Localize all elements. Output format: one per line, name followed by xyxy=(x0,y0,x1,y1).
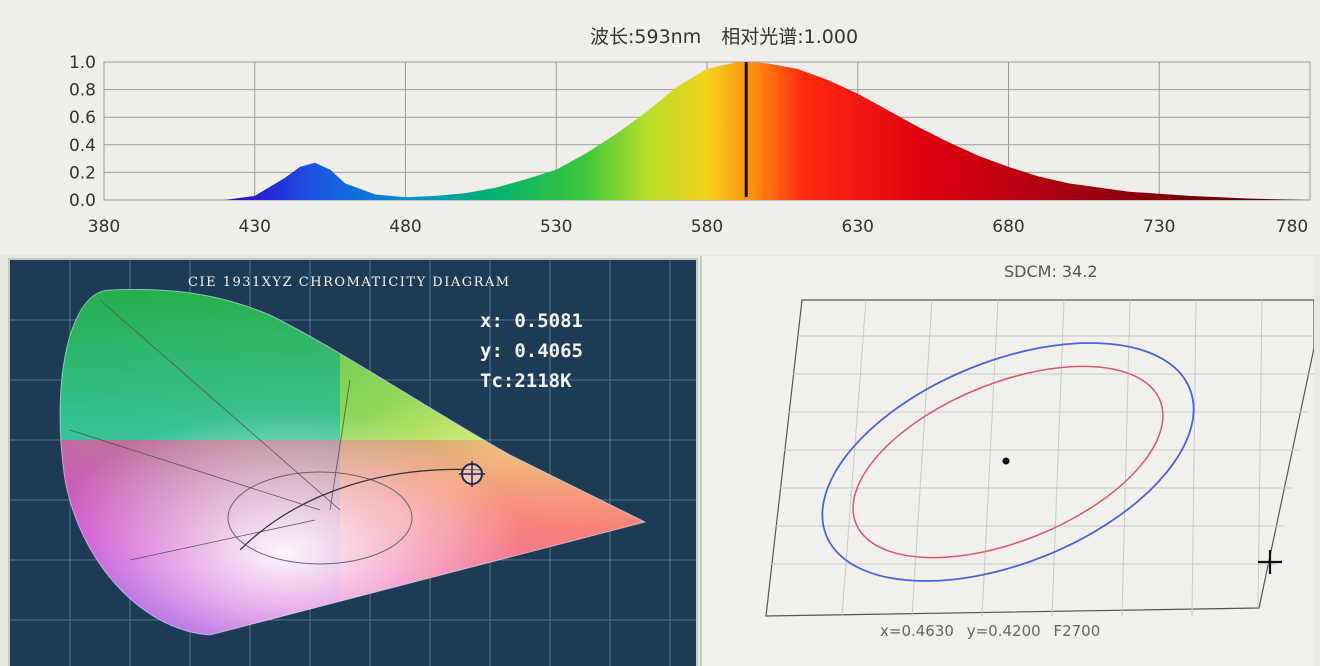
cie-y-readout: y: 0.4065 xyxy=(480,340,583,362)
spectrum-y-tick-label: 0.2 xyxy=(69,163,96,183)
spectrum-x-tick-label: 780 xyxy=(1276,217,1308,237)
sdcm-center-point xyxy=(1002,457,1010,465)
spectrum-x-tick-label: 430 xyxy=(239,217,271,237)
sdcm-footer-x: x=0.4630 xyxy=(880,622,954,640)
spectrum-x-tick-label: 580 xyxy=(691,217,723,237)
spectrum-x-tick-label: 630 xyxy=(842,217,874,237)
sdcm-title: SDCM: 34.2 xyxy=(1004,262,1098,281)
spectrum-x-tick-label: 380 xyxy=(88,217,120,237)
spectrum-header: 波长:593nm 相对光谱:1.000 xyxy=(590,22,872,49)
spectrum-y-tick-label: 0.4 xyxy=(69,136,96,156)
spectrum-panel: 波长:593nm 相对光谱:1.000 xyxy=(0,0,1320,255)
spectrum-y-tick-label: 0.6 xyxy=(69,108,96,128)
spectrum-x-tick-label: 680 xyxy=(992,217,1024,237)
cie-panel: CIE 1931XYZ CHROMATICITY DIAGRAM x: 0.50… xyxy=(8,258,698,666)
sdcm-footer-code: F2700 xyxy=(1053,622,1101,640)
cie-tc-readout: Tc:2118K xyxy=(480,370,572,392)
sdcm-ellipse-inner xyxy=(852,365,1164,559)
sdcm-footer-y: y=0.4200 xyxy=(966,622,1041,640)
sdcm-plot xyxy=(765,299,1314,617)
relative-spectrum-readout: 相对光谱:1.000 xyxy=(721,26,859,48)
spectrum-y-tick-label: 0.0 xyxy=(69,191,96,211)
sdcm-grid xyxy=(770,299,1314,617)
spectrum-x-tick-label: 480 xyxy=(389,217,421,237)
cie-title: CIE 1931XYZ CHROMATICITY DIAGRAM xyxy=(188,275,511,290)
cie-point-marker xyxy=(459,461,485,487)
sdcm-panel: SDCM: 34.2 xyxy=(700,256,1314,666)
spectrum-y-tick-label: 1.0 xyxy=(69,53,96,73)
sdcm-cross-marker xyxy=(1258,550,1282,574)
spectrum-y-tick-label: 0.8 xyxy=(69,81,96,101)
spectrum-area xyxy=(224,62,1311,200)
cie-x-readout: x: 0.5081 xyxy=(480,310,583,332)
sdcm-frame xyxy=(765,299,1314,617)
spectrum-y-ticks: 1.0 0.8 0.6 0.4 0.2 0.0 xyxy=(69,53,96,211)
cie-outline xyxy=(59,288,647,636)
spectrum-x-tick-label: 530 xyxy=(540,217,572,237)
wavelength-readout: 波长:593nm xyxy=(590,26,702,48)
cie-horseshoe xyxy=(60,289,645,636)
sdcm-ellipse-outer xyxy=(821,342,1195,582)
cie-diagram: CIE 1931XYZ CHROMATICITY DIAGRAM xyxy=(10,260,696,666)
spectrum-chart: 1.0 0.8 0.6 0.4 0.2 0.0 380 430 480 530 580 630 680… xyxy=(69,53,1311,237)
spectrum-x-ticks: 380 430 480 530 580 630 680 730 780 xyxy=(88,217,1308,237)
spectrum-x-tick-label: 730 xyxy=(1143,217,1175,237)
sdcm-footer: x=0.4630 y=0.4200 F2700 xyxy=(880,622,1108,640)
